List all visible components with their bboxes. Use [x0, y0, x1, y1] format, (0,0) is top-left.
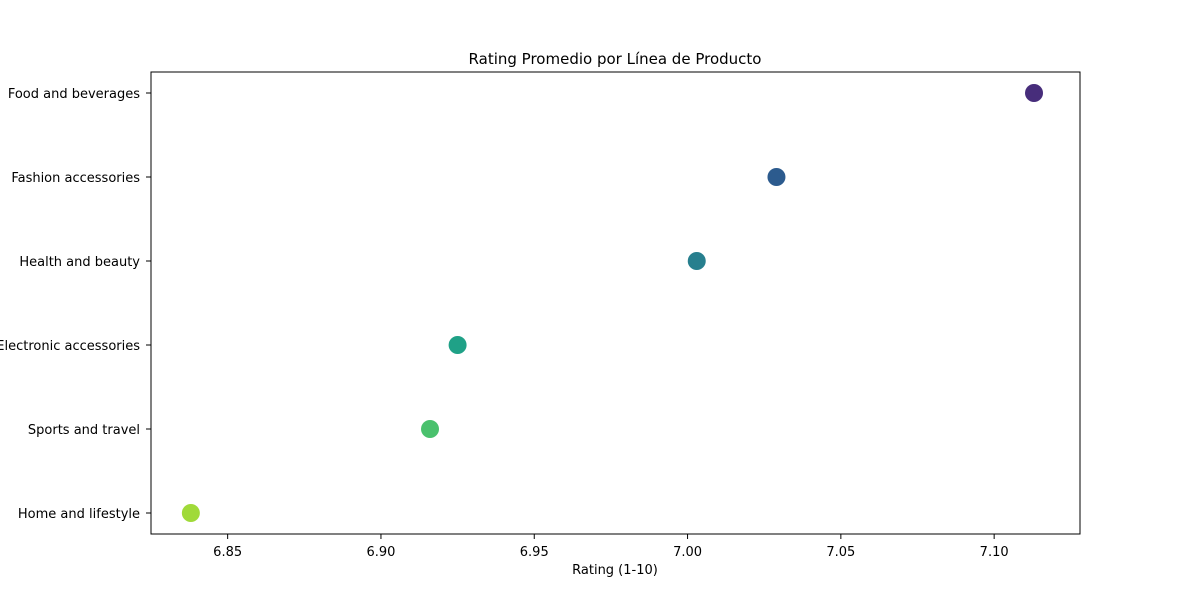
- y-tick-label: Home and lifestyle: [18, 507, 140, 522]
- data-point: [1025, 84, 1044, 102]
- y-tick-label: Food and beverages: [8, 87, 140, 102]
- data-point: [421, 420, 440, 438]
- x-axis-ticks: 6.85 6.90 6.95 7.00 7.05 7.10: [213, 534, 1009, 560]
- x-axis-label: Rating (1-10): [572, 563, 658, 578]
- x-tick-label: 6.95: [520, 545, 549, 560]
- y-tick-label: Health and beauty: [19, 255, 140, 270]
- y-axis-ticks: Food and beverages Fashion accessories Hea…: [0, 87, 151, 522]
- data-point: [181, 504, 200, 522]
- plot-area: [150, 71, 1081, 535]
- x-tick-label: 7.00: [673, 545, 702, 560]
- x-tick-label: 6.90: [366, 545, 395, 560]
- data-point: [767, 168, 786, 186]
- chart-title: Rating Promedio por Línea de Producto: [469, 50, 762, 68]
- y-tick-label: Fashion accessories: [11, 171, 140, 186]
- data-point: [448, 336, 467, 354]
- x-tick-label: 7.10: [980, 545, 1009, 560]
- data-points: [181, 84, 1044, 522]
- data-point: [687, 252, 706, 270]
- y-tick-label: Sports and travel: [28, 423, 140, 438]
- x-tick-label: 7.05: [826, 545, 855, 560]
- plot-frame: [150, 71, 1081, 535]
- y-tick-label: Electronic accessories: [0, 339, 140, 354]
- x-tick-label: 6.85: [213, 545, 242, 560]
